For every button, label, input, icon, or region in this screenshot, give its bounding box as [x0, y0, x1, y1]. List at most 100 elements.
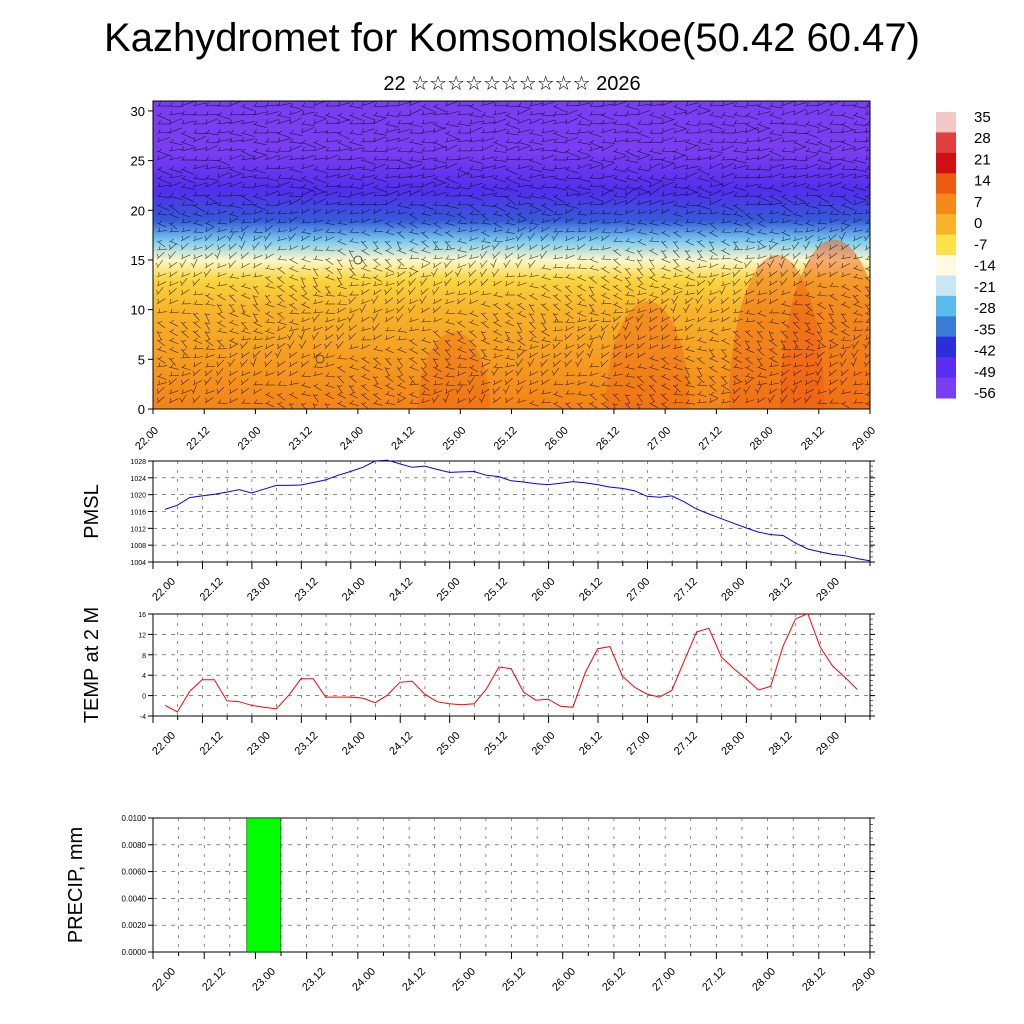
wind-barb-feather — [529, 352, 531, 358]
wind-barb — [216, 376, 223, 386]
wind-barb — [360, 393, 370, 401]
wind-barb-feather — [698, 192, 702, 197]
wind-barb — [348, 141, 363, 147]
wind-barb-feather — [695, 307, 699, 312]
wind-barb-feather — [170, 221, 175, 225]
wind-barb — [804, 150, 819, 154]
wind-barb-feather — [710, 375, 715, 378]
wind-barb-feather — [337, 268, 343, 270]
wind-barb-feather — [828, 235, 831, 240]
wind-barb — [288, 168, 303, 173]
wind-barb — [420, 393, 431, 396]
wind-barb-feather — [758, 121, 762, 125]
wind-barb-feather — [782, 129, 785, 133]
wind-barb-feather — [409, 271, 411, 276]
wind-barb — [348, 267, 356, 276]
wind-barb — [552, 266, 564, 269]
wind-barb-feather — [217, 235, 219, 241]
wind-barb — [300, 221, 312, 224]
wind-barb — [840, 346, 851, 350]
wind-barb-feather — [806, 227, 808, 232]
wind-barb-feather — [446, 192, 449, 197]
wind-barb — [396, 249, 407, 255]
wind-barb-feather — [626, 284, 631, 288]
wind-barb-feather — [218, 102, 221, 107]
wind-barb-feather — [182, 183, 186, 188]
wind-barb — [480, 250, 488, 260]
wind-barb — [756, 231, 767, 235]
wind-barb — [384, 258, 392, 267]
wind-barb — [612, 384, 623, 387]
wind-barb-feather — [638, 384, 643, 387]
wind-barb — [684, 348, 695, 353]
wind-barb-feather — [794, 313, 799, 315]
wind-barb-feather — [744, 379, 747, 384]
wind-barb-feather — [744, 262, 747, 267]
wind-barb — [192, 102, 207, 107]
wind-barb-feather — [842, 283, 846, 288]
wind-barb — [456, 139, 471, 143]
wind-barb — [780, 248, 791, 251]
wind-barb — [564, 382, 575, 386]
wind-barb-feather — [782, 236, 784, 241]
wind-barb-feather — [362, 209, 364, 214]
wind-barb — [432, 204, 448, 207]
wind-barb — [408, 357, 418, 365]
wind-barb — [816, 226, 826, 233]
wind-barb-feather — [674, 110, 676, 115]
wind-barb — [396, 204, 411, 209]
wind-barb-feather — [758, 193, 762, 198]
wind-barb — [372, 117, 386, 125]
wind-barb-feather — [829, 271, 831, 276]
wind-barb — [864, 340, 870, 350]
temp-y-tick-label: 4 — [142, 673, 146, 680]
wind-barb-feather — [290, 138, 294, 143]
wind-barb — [252, 357, 257, 368]
wind-barb — [840, 339, 852, 342]
precip-y-tick-label: 0.0000 — [122, 948, 147, 957]
wind-barb-feather — [350, 112, 354, 116]
wind-barb — [252, 345, 263, 350]
wind-barb-feather — [613, 352, 615, 357]
wind-barb — [840, 303, 851, 309]
wind-barb — [504, 339, 515, 344]
wind-barb-feather — [410, 326, 412, 331]
wind-barb-feather — [782, 147, 786, 152]
wind-barb — [540, 244, 550, 251]
wind-barb-feather — [626, 128, 629, 133]
wind-barb-feather — [530, 313, 535, 315]
wind-barb-feather — [638, 175, 642, 179]
wind-barb — [540, 186, 556, 189]
wind-barb — [492, 379, 502, 386]
wind-barb — [708, 319, 719, 323]
wind-barb — [384, 348, 395, 354]
wind-barb-feather — [746, 155, 749, 160]
wind-barb-feather — [242, 173, 245, 178]
wind-barb-feather — [794, 362, 796, 367]
wind-barb — [336, 294, 347, 297]
wind-barb-feather — [590, 120, 593, 124]
wind-barb — [840, 129, 855, 134]
wind-barb — [288, 328, 299, 332]
wind-barb — [228, 343, 238, 350]
wind-barb — [720, 267, 731, 270]
wind-barb-feather — [361, 316, 363, 322]
wind-barb-feather — [266, 328, 270, 332]
wind-barb-feather — [638, 394, 643, 396]
wind-barb-feather — [242, 219, 245, 223]
wind-barb-feather — [371, 317, 375, 321]
wind-barb — [732, 366, 743, 369]
wind-barb — [192, 321, 201, 329]
wind-barb — [216, 148, 231, 152]
wind-barb-feather — [482, 312, 487, 315]
wind-barb-feather — [566, 227, 569, 232]
wind-barb — [588, 177, 604, 180]
wind-barb-feather — [374, 156, 377, 160]
wind-barb — [624, 285, 634, 292]
wind-barb-feather — [626, 166, 630, 170]
wind-barb — [456, 195, 472, 197]
wind-barb — [552, 294, 561, 302]
wind-barb-feather — [746, 229, 750, 233]
wind-barb-feather — [206, 194, 210, 198]
wind-barb — [624, 343, 634, 350]
